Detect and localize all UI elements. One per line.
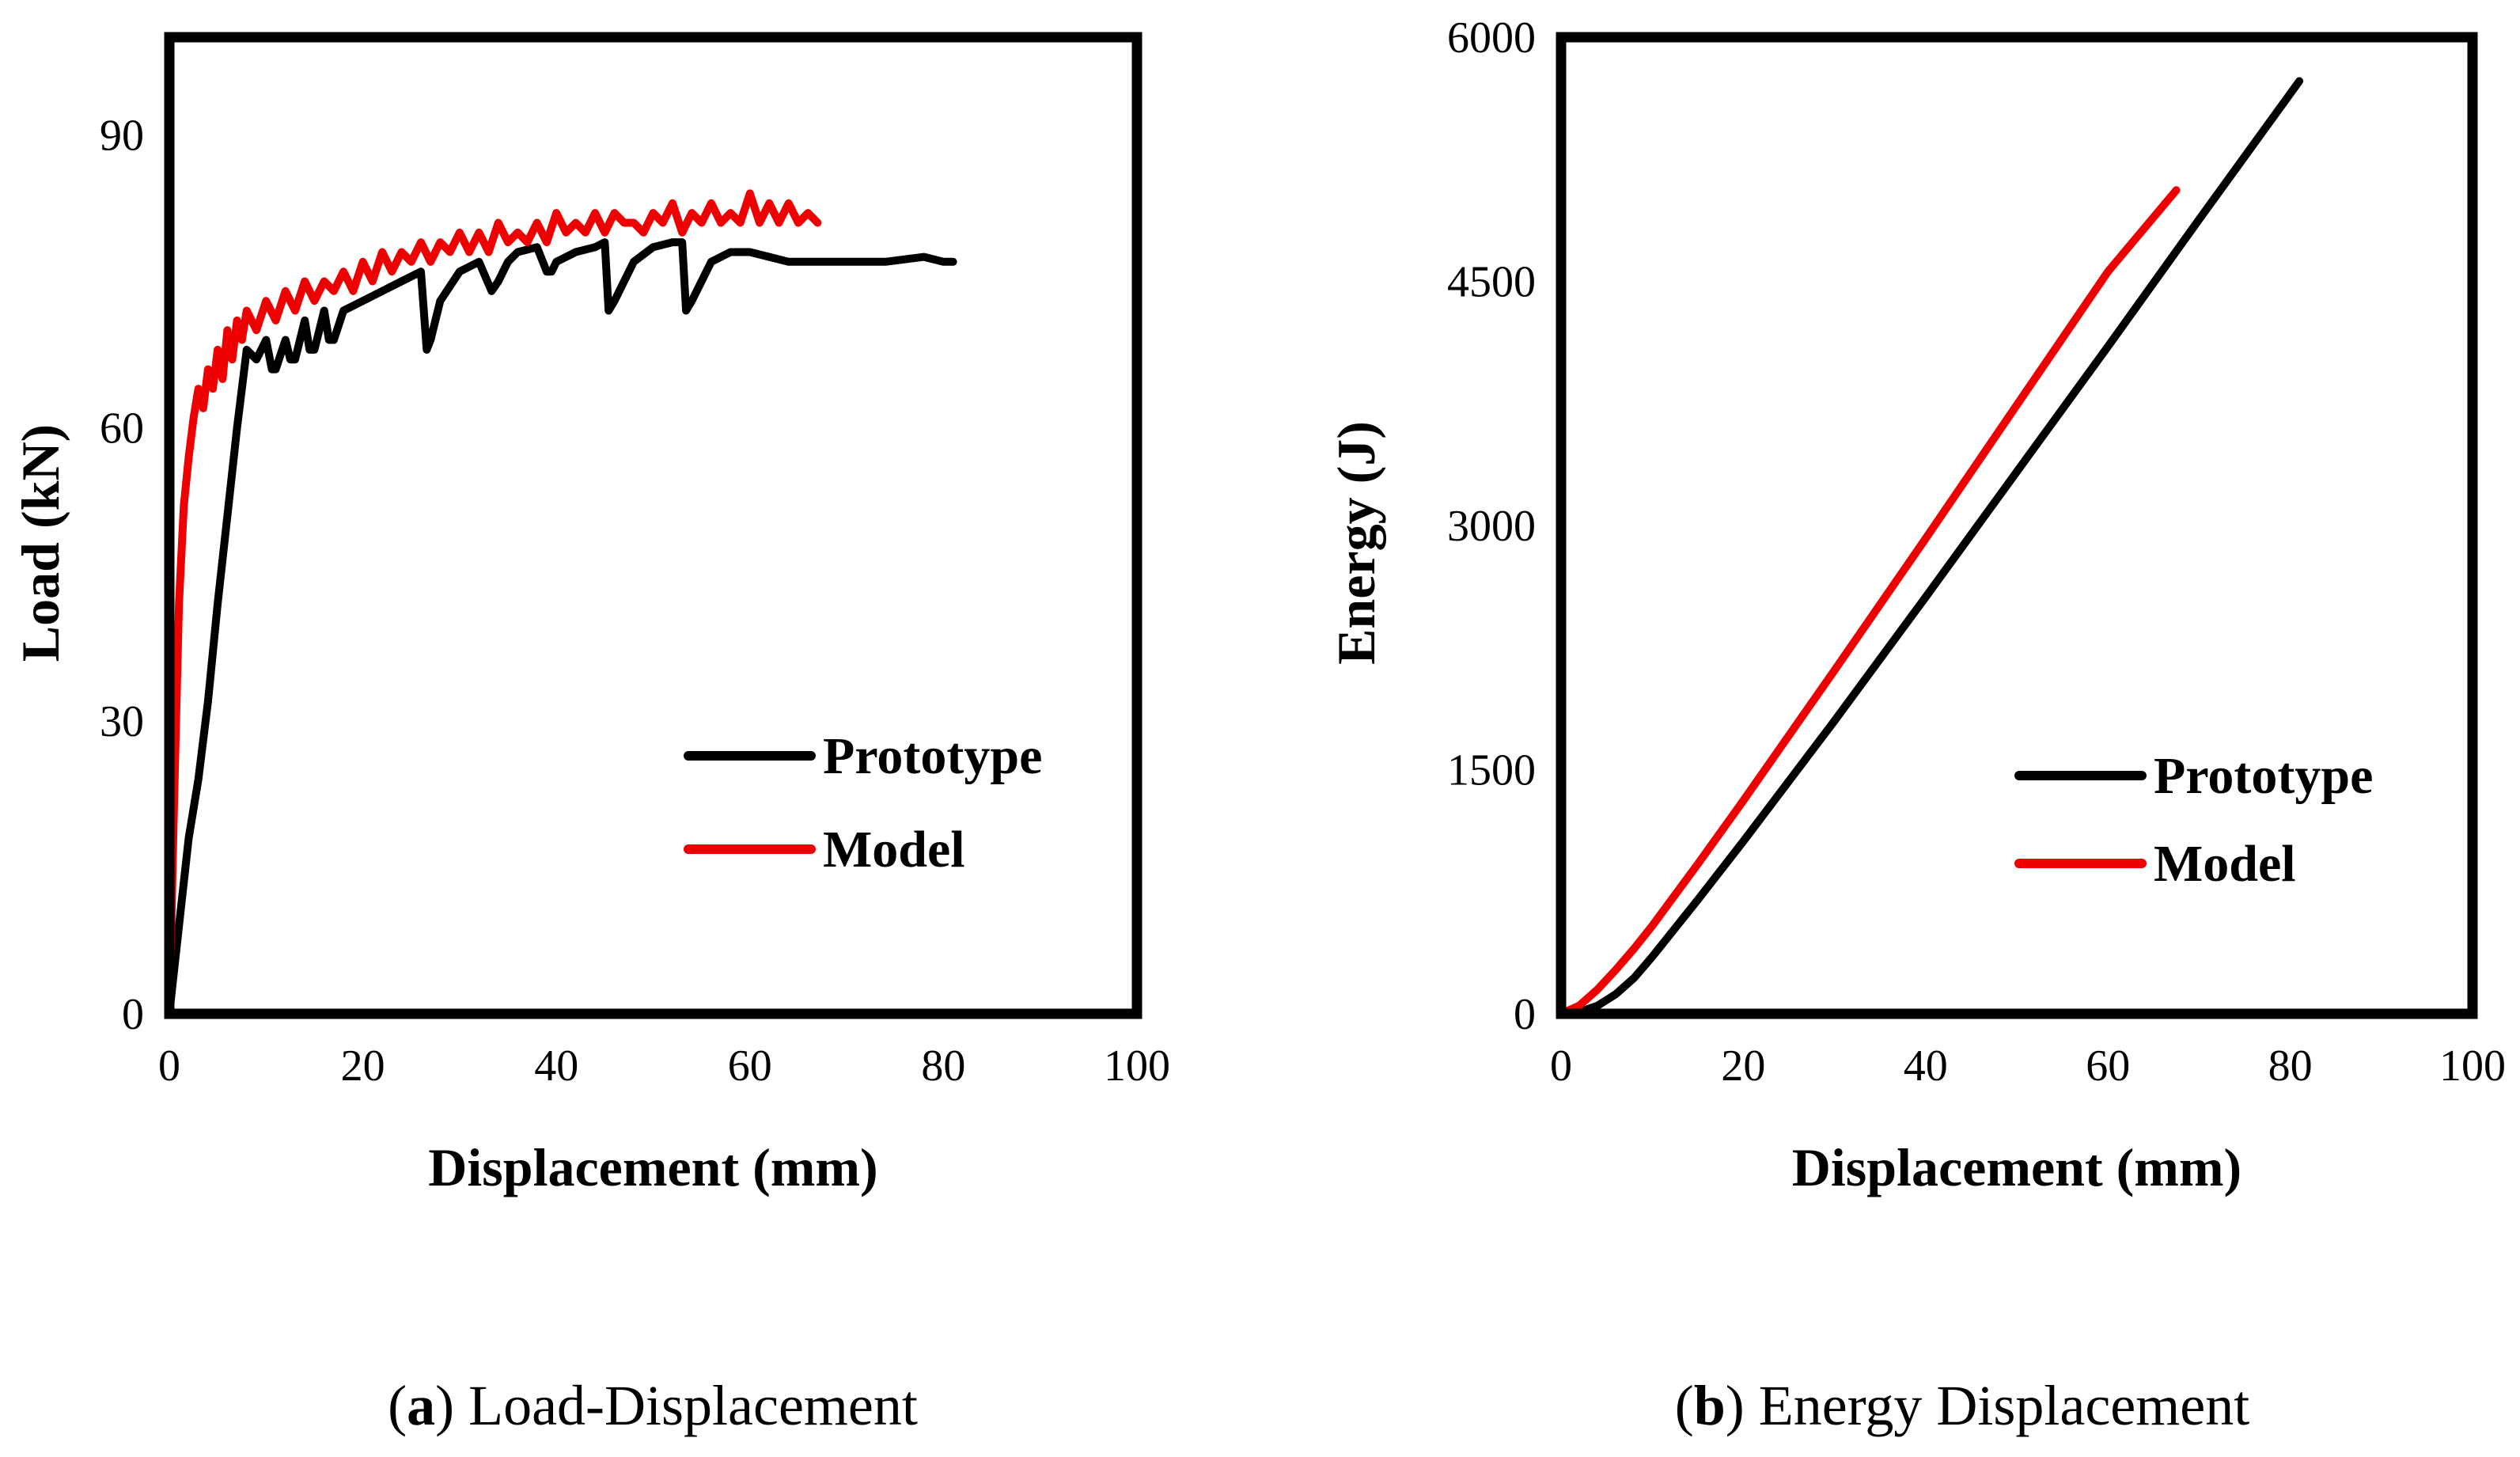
panel-a-y-tick-label: 90 — [100, 111, 144, 160]
panel-a-legend: Prototype Model — [684, 727, 1042, 878]
panel-a-x-tick-label: 100 — [1104, 1042, 1170, 1091]
panel-b-y-tick-label: 0 — [1514, 990, 1536, 1039]
panel-b-y-tick-label: 1500 — [1447, 746, 1536, 795]
panel-a-series-prototype-line — [165, 238, 957, 1018]
panel-a-y-axis-label: Load (kN) — [10, 424, 70, 662]
panel-b-x-tick-label: 0 — [1550, 1042, 1572, 1091]
panel-b-legend: Prototype Model — [2014, 747, 2373, 893]
panel-a-load-displacement: 0 20 40 60 80 100 0 30 60 90 Displacement (mm) Load… — [10, 32, 1170, 1437]
panel-a-y-tick-label: 60 — [100, 404, 144, 453]
panel-a-x-tick-label: 40 — [534, 1042, 578, 1091]
panel-b-series-prototype-line — [1557, 77, 2304, 1018]
panel-b-x-tick-label: 100 — [2439, 1042, 2506, 1091]
panel-a-x-tick-label: 60 — [728, 1042, 772, 1091]
panel-a-x-tick-label: 20 — [341, 1042, 385, 1091]
panel-a-series-model-line — [165, 189, 822, 1018]
panel-b-y-tick-label: 4500 — [1447, 258, 1536, 307]
panel-a-y-tick-label: 0 — [122, 990, 144, 1039]
panel-a-caption: (a) Load-Displacement — [388, 1374, 918, 1437]
panel-b-x-axis-label: Displacement (mm) — [1792, 1137, 2241, 1197]
panel-b-y-tick-label: 6000 — [1447, 13, 1536, 63]
panel-a-x-tick-label: 80 — [921, 1042, 965, 1091]
panel-b-x-tick-label: 40 — [1904, 1042, 1948, 1091]
panel-a-x-tick-label: 0 — [158, 1042, 180, 1091]
panel-a-y-tick-label: 30 — [100, 697, 144, 746]
panel-b-x-tick-label: 80 — [2268, 1042, 2313, 1091]
panel-a-legend-label-prototype: Prototype — [823, 727, 1042, 785]
panel-b-plot-frame — [1556, 32, 2478, 1019]
panel-a-legend-label-model: Model — [823, 821, 965, 878]
panel-b-legend-label-prototype: Prototype — [2154, 747, 2373, 805]
panel-b-series-model-line — [1557, 186, 2181, 1018]
panel-a-plot-frame — [164, 32, 1143, 1019]
panel-b-y-axis-label: Energy (J) — [1326, 421, 1386, 665]
panel-b-energy-displacement: 0 20 40 60 80 100 0 1500 3000 4500 6000 Displacemen… — [1326, 13, 2506, 1437]
panel-b-x-tick-label: 20 — [1721, 1042, 1765, 1091]
panel-b-x-tick-label: 60 — [2086, 1042, 2130, 1091]
panel-a-x-axis-label: Displacement (mm) — [428, 1137, 877, 1197]
panel-b-legend-label-model: Model — [2154, 835, 2296, 893]
panel-b-caption: (b) Energy Displacement — [1675, 1374, 2249, 1437]
panel-b-y-tick-label: 3000 — [1447, 502, 1536, 551]
